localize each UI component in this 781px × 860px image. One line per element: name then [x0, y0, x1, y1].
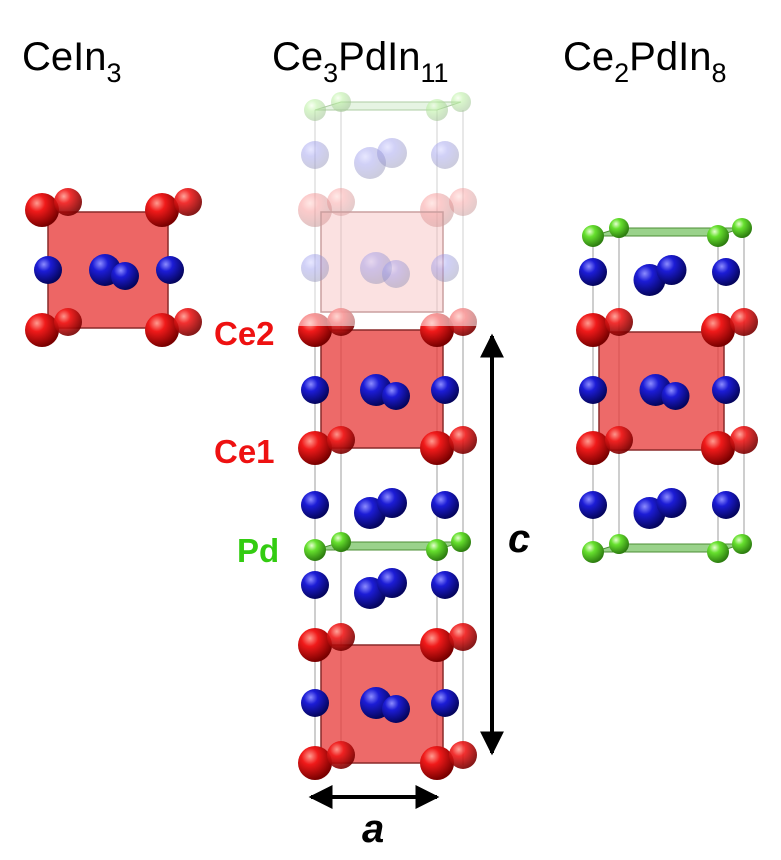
pd-atom [451, 532, 471, 552]
ce-atom [54, 308, 82, 336]
c-axis-label: c [508, 517, 530, 561]
in-atom [656, 488, 687, 518]
in-atom [579, 491, 607, 519]
in-atom [431, 376, 459, 404]
ce-atom [420, 746, 454, 780]
in-atom [382, 695, 410, 723]
ce-atom [730, 308, 758, 336]
pd-atom [426, 539, 448, 561]
in-atom [377, 488, 407, 518]
ce-atom [54, 188, 82, 216]
faded-region-overlay [275, 88, 505, 326]
in-atom [712, 376, 740, 404]
ce-atom [145, 193, 179, 227]
in-atom [382, 382, 410, 410]
in-atom [431, 491, 459, 519]
ce-atom [449, 623, 477, 651]
label-pd: Pd [237, 532, 279, 569]
ce-atom [298, 431, 332, 465]
in-atom [712, 258, 740, 286]
ce-atom [576, 431, 610, 465]
in-atom [579, 376, 607, 404]
in-atom [712, 491, 740, 519]
pd-atom [732, 534, 752, 554]
title-ce2pdin8: Ce2PdIn8 [563, 35, 727, 88]
in-atom [301, 689, 329, 717]
ce-atom [327, 741, 355, 769]
a-axis-label: a [362, 807, 384, 851]
in-atom [656, 255, 687, 285]
in-atom [156, 256, 184, 284]
in-atom [661, 382, 690, 410]
in-atom [431, 689, 459, 717]
pd-atom [609, 534, 629, 554]
label-ce2: Ce2 [214, 315, 275, 352]
ce-atom [174, 188, 202, 216]
in-atom [579, 258, 607, 286]
pd-atom [582, 225, 604, 247]
label-ce1: Ce1 [214, 433, 275, 470]
ce-atom [730, 426, 758, 454]
pd-atom [609, 218, 629, 238]
ce-atom [327, 426, 355, 454]
in-atom [301, 376, 329, 404]
ce-atom [701, 431, 735, 465]
ce-atom [605, 308, 633, 336]
in-atom [377, 568, 407, 598]
pd-atom [707, 541, 729, 563]
ce-atom [420, 431, 454, 465]
ce-atom [145, 313, 179, 347]
in-atom [301, 491, 329, 519]
in-atom [34, 256, 62, 284]
ce-atom [605, 426, 633, 454]
pd-atom [582, 541, 604, 563]
ce-atom [327, 623, 355, 651]
pd-atom [304, 539, 326, 561]
title-ceIn3: CeIn3 [22, 35, 122, 88]
ce-atom [25, 193, 59, 227]
title-ce3pdin11: Ce3PdIn11 [272, 35, 449, 88]
ce-atom [25, 313, 59, 347]
ce-atom [420, 628, 454, 662]
ce-atom [449, 741, 477, 769]
pd-atom [331, 532, 351, 552]
in-atom [111, 262, 139, 290]
ce-atom [298, 628, 332, 662]
ce-atom [576, 313, 610, 347]
ce-atom [174, 308, 202, 336]
ceIn3-unit-cell [25, 188, 202, 347]
pd-atom [707, 225, 729, 247]
in-atom [301, 571, 329, 599]
ce2pdin8-unit-cell [576, 218, 758, 563]
in-atom [431, 571, 459, 599]
pd-atom [732, 218, 752, 238]
ce-atom [449, 426, 477, 454]
ce-atom [298, 746, 332, 780]
ce-atom [701, 313, 735, 347]
